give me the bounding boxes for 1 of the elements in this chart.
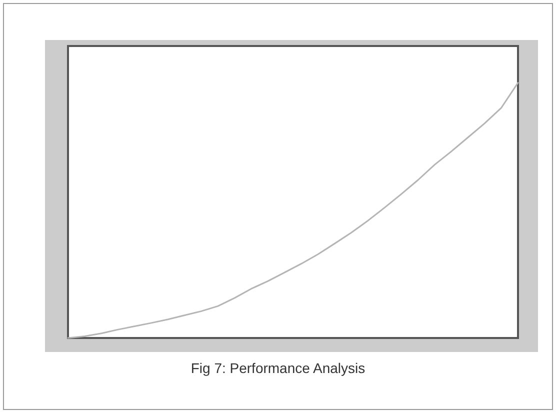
text: Fig 7: Performance Analysis [190, 360, 366, 376]
